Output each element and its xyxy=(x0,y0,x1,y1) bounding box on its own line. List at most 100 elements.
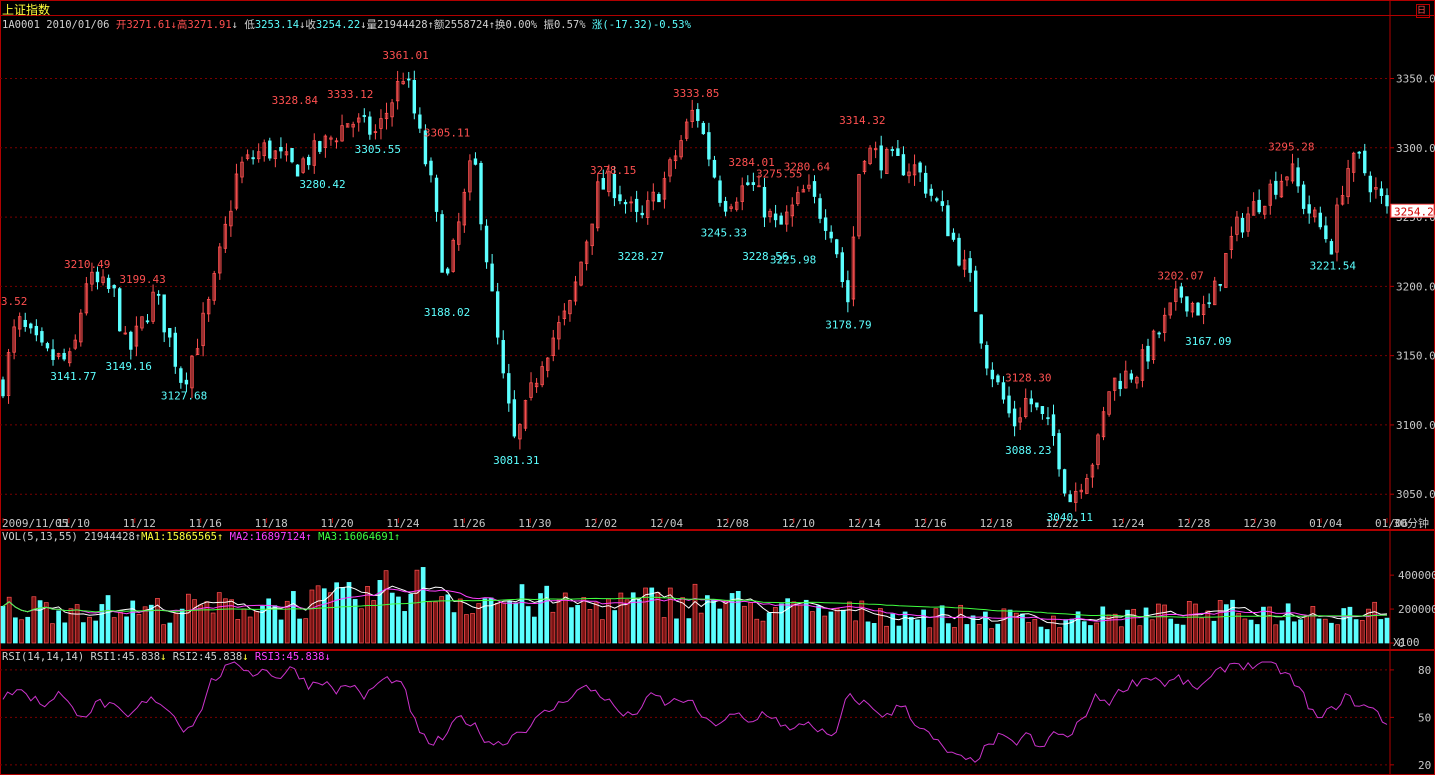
candle-body xyxy=(573,281,578,302)
candle-body xyxy=(334,140,339,143)
date-axis-label: 12/18 xyxy=(980,517,1013,530)
candle-body xyxy=(1235,216,1239,235)
candle-body xyxy=(1057,433,1061,470)
volume-bar xyxy=(587,609,593,644)
volume-bar xyxy=(1007,609,1013,644)
candle-body xyxy=(896,148,900,156)
candle-body xyxy=(1157,332,1161,335)
volume-bar xyxy=(618,592,624,644)
volume-bar xyxy=(1217,600,1223,644)
candle-body xyxy=(734,201,739,210)
volume-bar xyxy=(321,588,327,644)
candle-body xyxy=(612,174,617,199)
candle-body xyxy=(879,145,883,171)
candle-body xyxy=(657,193,661,203)
period-toggle-button[interactable]: 日 xyxy=(1416,4,1430,18)
price-axis-label: 3050.0 xyxy=(1396,488,1435,501)
low-price-label: 3081.31 xyxy=(493,454,539,467)
date-axis-label: 11/26 xyxy=(452,517,485,530)
close-label: 收 xyxy=(305,19,316,31)
candle-body xyxy=(935,198,939,201)
candle-body xyxy=(1290,163,1295,182)
candle-body xyxy=(112,285,116,289)
candle-body xyxy=(407,78,411,81)
candle-body xyxy=(557,322,561,340)
volume-bar xyxy=(328,592,333,644)
volume-bar xyxy=(519,584,525,644)
volume-bar xyxy=(1100,606,1106,644)
volume-bar xyxy=(1205,610,1211,644)
volume-bar xyxy=(810,611,815,644)
change-value: (-17.32)-0.53% xyxy=(602,19,691,31)
low-price-label: 3149.16 xyxy=(106,360,152,373)
up-arrow-icon: ↑ xyxy=(216,531,224,543)
volume-bar xyxy=(235,619,241,644)
candle-body xyxy=(996,375,1000,383)
volume-bar xyxy=(637,599,642,644)
volume-bar xyxy=(494,602,500,644)
volume-bar xyxy=(62,622,68,644)
candle-body xyxy=(179,368,183,383)
volume-bar xyxy=(945,623,951,644)
volume-bar xyxy=(142,606,148,644)
date-axis-label: 12/10 xyxy=(782,517,815,530)
volume-bar xyxy=(0,605,6,644)
high-value: 3271.91 xyxy=(187,19,232,31)
candle-body xyxy=(1068,494,1072,503)
date-axis-label: 12/02 xyxy=(584,517,617,530)
volume-bar xyxy=(772,607,778,644)
candle-body xyxy=(290,148,294,163)
candle-body xyxy=(1135,377,1139,384)
volume-bar xyxy=(148,604,154,644)
candle-body xyxy=(206,299,211,315)
candle-body xyxy=(156,293,161,296)
volume-bar xyxy=(513,602,519,644)
volume-bar xyxy=(983,611,988,644)
down-arrow-icon: ↓ xyxy=(299,19,306,31)
candle-body xyxy=(101,276,105,284)
candle-body xyxy=(351,123,355,128)
volume-bar xyxy=(284,600,290,644)
candle-body xyxy=(223,223,228,249)
candle-body xyxy=(17,316,22,330)
candle-body xyxy=(84,283,89,314)
index-title: 上证指数 xyxy=(2,3,51,17)
candle-body xyxy=(740,185,744,202)
price-axis-label: 3300.0 xyxy=(1396,142,1435,155)
volume-bar xyxy=(105,595,111,644)
volume-bar xyxy=(735,591,741,644)
down-arrow-icon: ↓ xyxy=(242,651,249,663)
volume-axis-label: 0 xyxy=(1398,637,1405,650)
candle-body xyxy=(623,201,628,205)
volume-bar xyxy=(1051,615,1056,644)
candle-body xyxy=(323,135,328,148)
volume-bar xyxy=(501,602,506,644)
candle-body xyxy=(318,141,322,152)
volume-bar xyxy=(1254,624,1260,644)
candle-body xyxy=(707,132,711,160)
candle-body xyxy=(1140,349,1145,381)
candle-body xyxy=(445,268,450,274)
date-axis-label: 12/28 xyxy=(1177,517,1210,530)
volume-bar xyxy=(278,619,284,644)
volume-bar xyxy=(532,616,537,644)
volume-bar xyxy=(754,618,760,644)
high-price-label: 3202.07 xyxy=(1157,269,1203,282)
volume-bar xyxy=(31,596,37,644)
volume-bar xyxy=(649,587,655,644)
volume-bar xyxy=(1075,611,1081,644)
date-axis-label: 11/24 xyxy=(386,517,419,530)
candle-body xyxy=(673,155,678,162)
volume-bar xyxy=(291,591,296,644)
candle-body xyxy=(523,400,528,429)
date-axis-label: 12/04 xyxy=(650,517,683,530)
candle-body xyxy=(418,114,422,129)
down-arrow-icon: ↓ xyxy=(231,19,238,31)
volume-bar xyxy=(1224,604,1229,644)
candle-body xyxy=(796,192,800,204)
close-value: 3254.22 xyxy=(315,19,361,31)
candle-body xyxy=(596,181,600,229)
candle-body xyxy=(846,280,850,303)
up-arrow-icon: ↑ xyxy=(394,531,401,543)
